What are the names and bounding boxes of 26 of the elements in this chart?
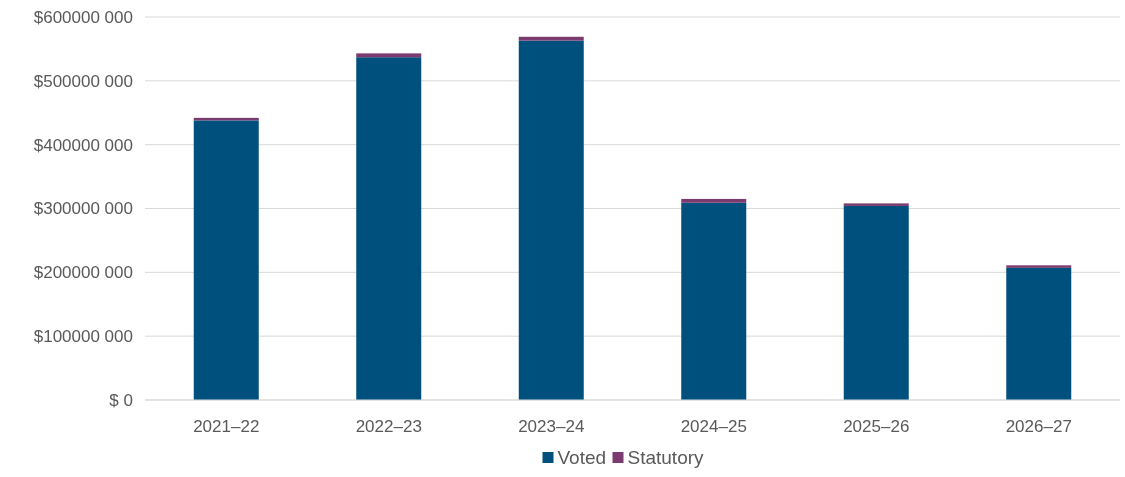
y-tick-label: $500000 000 xyxy=(33,71,133,91)
y-tick-label: $100000 000 xyxy=(33,327,133,347)
bar xyxy=(518,40,584,400)
x-tick-label: 2025–26 xyxy=(843,417,910,436)
x-tick-label: 2021–22 xyxy=(193,417,260,436)
bar xyxy=(681,198,747,203)
x-tick-label: 2024–25 xyxy=(680,417,747,436)
bar xyxy=(843,205,909,400)
legend-label: Voted xyxy=(557,447,607,468)
bar xyxy=(356,57,422,400)
bar xyxy=(1006,267,1072,400)
legend-label: Statutory xyxy=(627,447,705,468)
bar xyxy=(193,120,259,400)
bar xyxy=(356,53,422,58)
y-tick-label: $600000 000 xyxy=(33,7,133,27)
x-tick-label: 2026–27 xyxy=(1005,417,1072,436)
bar xyxy=(1006,265,1072,268)
x-tick-label: 2022–23 xyxy=(355,417,422,436)
y-tick-label: $200000 000 xyxy=(33,263,133,283)
y-tick-label: $400000 000 xyxy=(33,135,133,155)
bar xyxy=(681,202,747,400)
bar xyxy=(518,36,584,41)
x-tick-label: 2023–24 xyxy=(518,417,585,436)
y-tick-label: $ 0 xyxy=(109,390,133,410)
y-tick-label: $300000 000 xyxy=(33,199,133,219)
bar xyxy=(843,203,909,206)
